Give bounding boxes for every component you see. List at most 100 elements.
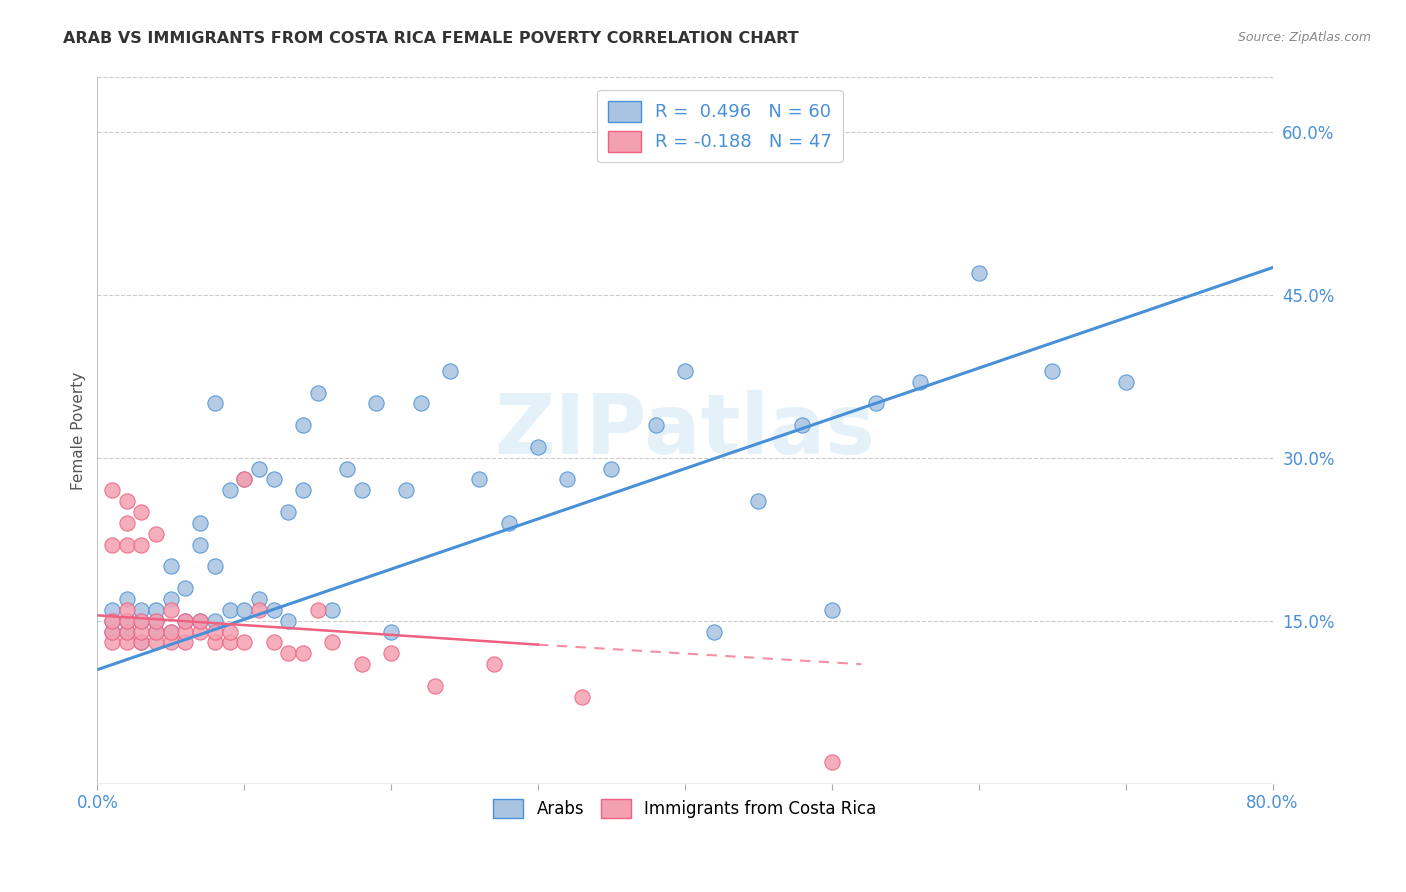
Text: Source: ZipAtlas.com: Source: ZipAtlas.com: [1237, 31, 1371, 45]
Point: [188, 516, 211, 530]
Point: [131, 603, 153, 617]
Point: [336, 461, 359, 475]
Point: [131, 538, 153, 552]
Point: [115, 624, 138, 639]
Point: [115, 516, 138, 530]
Point: [233, 603, 256, 617]
Point: [131, 635, 153, 649]
Point: [409, 396, 432, 410]
Point: [145, 624, 167, 639]
Point: [188, 614, 211, 628]
Point: [115, 635, 138, 649]
Point: [233, 473, 256, 487]
Point: [204, 396, 226, 410]
Point: [101, 624, 124, 639]
Point: [571, 690, 593, 704]
Point: [395, 483, 418, 498]
Point: [527, 440, 550, 454]
Legend: Arabs, Immigrants from Costa Rica: Arabs, Immigrants from Costa Rica: [486, 792, 883, 825]
Point: [247, 461, 270, 475]
Point: [101, 483, 124, 498]
Point: [218, 483, 240, 498]
Point: [204, 559, 226, 574]
Point: [350, 657, 373, 672]
Text: ARAB VS IMMIGRANTS FROM COSTA RICA FEMALE POVERTY CORRELATION CHART: ARAB VS IMMIGRANTS FROM COSTA RICA FEMAL…: [63, 31, 799, 46]
Point: [101, 614, 124, 628]
Point: [292, 646, 315, 660]
Point: [204, 614, 226, 628]
Point: [101, 614, 124, 628]
Point: [101, 635, 124, 649]
Point: [115, 494, 138, 508]
Point: [277, 646, 299, 660]
Point: [263, 473, 285, 487]
Point: [233, 473, 256, 487]
Point: [703, 624, 725, 639]
Point: [218, 603, 240, 617]
Point: [366, 396, 388, 410]
Point: [145, 614, 167, 628]
Point: [174, 581, 197, 595]
Point: [218, 635, 240, 649]
Point: [159, 603, 181, 617]
Point: [350, 483, 373, 498]
Point: [468, 473, 491, 487]
Point: [263, 603, 285, 617]
Point: [115, 603, 138, 617]
Point: [204, 624, 226, 639]
Point: [321, 603, 343, 617]
Point: [307, 385, 329, 400]
Point: [174, 614, 197, 628]
Point: [292, 418, 315, 433]
Point: [115, 624, 138, 639]
Point: [498, 516, 520, 530]
Point: [425, 679, 447, 693]
Point: [865, 396, 887, 410]
Point: [101, 624, 124, 639]
Point: [131, 505, 153, 519]
Point: [101, 538, 124, 552]
Point: [115, 614, 138, 628]
Point: [792, 418, 814, 433]
Point: [380, 646, 402, 660]
Point: [482, 657, 505, 672]
Point: [277, 614, 299, 628]
Point: [204, 635, 226, 649]
Point: [115, 592, 138, 607]
Point: [115, 614, 138, 628]
Point: [174, 614, 197, 628]
Point: [967, 266, 990, 280]
Point: [145, 635, 167, 649]
Point: [159, 624, 181, 639]
Point: [1115, 375, 1137, 389]
Point: [159, 592, 181, 607]
Point: [131, 614, 153, 628]
Point: [131, 614, 153, 628]
Point: [159, 635, 181, 649]
Text: ZIPatlas: ZIPatlas: [495, 390, 876, 471]
Point: [673, 364, 696, 378]
Point: [292, 483, 315, 498]
Point: [145, 624, 167, 639]
Point: [188, 624, 211, 639]
Point: [747, 494, 769, 508]
Point: [321, 635, 343, 649]
Point: [131, 624, 153, 639]
Point: [145, 603, 167, 617]
Point: [159, 624, 181, 639]
Point: [263, 635, 285, 649]
Point: [908, 375, 931, 389]
Point: [644, 418, 666, 433]
Point: [1040, 364, 1063, 378]
Point: [101, 603, 124, 617]
Point: [277, 505, 299, 519]
Point: [218, 624, 240, 639]
Point: [188, 538, 211, 552]
Point: [174, 635, 197, 649]
Point: [131, 635, 153, 649]
Point: [174, 624, 197, 639]
Point: [247, 592, 270, 607]
Point: [145, 526, 167, 541]
Point: [821, 603, 844, 617]
Y-axis label: Female Poverty: Female Poverty: [72, 371, 86, 490]
